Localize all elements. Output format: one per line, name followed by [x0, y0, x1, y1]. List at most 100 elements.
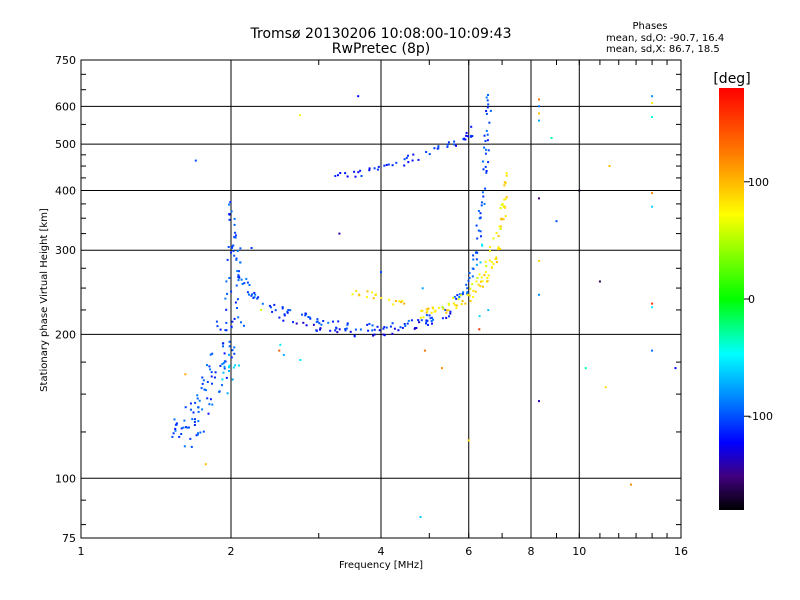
data-point [469, 300, 472, 302]
data-point [391, 332, 394, 335]
data-point [271, 310, 274, 313]
x-tick-label: 1 [78, 545, 85, 558]
data-point [251, 293, 254, 296]
data-point [204, 463, 207, 466]
data-point [366, 290, 369, 293]
data-point [214, 371, 217, 374]
data-point [485, 171, 488, 174]
data-point [485, 110, 488, 112]
data-point [455, 297, 458, 300]
grid-lines [81, 60, 681, 538]
data-point [475, 224, 478, 227]
data-point [236, 298, 239, 301]
data-point [447, 309, 450, 312]
data-point [538, 119, 540, 122]
data-point [200, 387, 203, 390]
data-point [213, 376, 216, 379]
data-point [282, 353, 285, 356]
data-point [651, 95, 654, 98]
data-point [240, 321, 242, 324]
data-point [484, 165, 487, 168]
data-point [184, 373, 187, 376]
data-point [445, 311, 448, 314]
data-point [189, 402, 192, 405]
data-point [441, 305, 444, 308]
data-point [483, 202, 486, 205]
data-point [392, 303, 395, 306]
data-point [278, 316, 281, 319]
data-point [332, 320, 334, 323]
data-point [417, 158, 420, 161]
y-tick-label: 200 [55, 328, 76, 341]
data-point [334, 329, 337, 332]
colorbar-label: [deg] [713, 71, 750, 87]
data-point [466, 287, 469, 290]
data-point [487, 94, 489, 96]
data-point [367, 329, 370, 332]
data-point [197, 410, 200, 413]
data-point [488, 121, 491, 124]
stats-line-x: mean, sd,X: 86.7, 18.5 [606, 44, 720, 55]
data-point [349, 330, 352, 333]
data-point [320, 323, 323, 326]
data-point [481, 244, 484, 247]
data-point [403, 323, 406, 325]
data-point [245, 277, 248, 280]
data-point [233, 236, 236, 239]
data-point [442, 308, 445, 311]
data-point [423, 349, 426, 352]
data-point [235, 258, 238, 261]
data-point [334, 175, 337, 177]
data-point [489, 249, 491, 252]
data-point [651, 101, 654, 104]
data-point [189, 437, 192, 440]
data-point [194, 418, 196, 421]
data-point [228, 218, 231, 221]
data-point [674, 367, 677, 370]
data-point [459, 294, 462, 297]
data-point [234, 364, 237, 367]
data-point [466, 292, 468, 295]
data-point [486, 99, 489, 102]
y-tick-label: 300 [55, 244, 76, 257]
data-point [224, 297, 227, 300]
data-point [486, 139, 489, 142]
colorbar-tick-label: 100 [748, 176, 769, 189]
data-point [421, 287, 424, 290]
data-point [178, 435, 181, 438]
data-point [538, 98, 540, 101]
data-point [231, 245, 234, 248]
data-point [487, 274, 490, 277]
data-point [304, 314, 307, 317]
data-point [446, 143, 449, 146]
data-point [465, 134, 468, 137]
data-point [174, 429, 177, 432]
data-point [357, 95, 360, 98]
data-point [335, 327, 338, 330]
data-point [474, 290, 477, 293]
data-point [194, 159, 197, 162]
data-point [209, 353, 212, 356]
data-point [401, 299, 404, 302]
x-tick-label: 8 [528, 545, 535, 558]
data-point [243, 282, 246, 285]
data-point [504, 215, 507, 218]
x-tick-label: 16 [674, 545, 688, 558]
data-point [185, 426, 187, 429]
data-point [302, 321, 305, 324]
data-point [484, 260, 487, 263]
data-point [308, 316, 311, 319]
data-point [457, 298, 460, 301]
data-point [228, 353, 230, 356]
data-point [248, 284, 251, 286]
data-point [483, 146, 486, 149]
data-point [268, 304, 271, 307]
data-point [499, 228, 502, 230]
data-point [478, 315, 481, 318]
data-point [479, 230, 482, 233]
data-point [391, 164, 394, 167]
data-point [608, 165, 611, 167]
data-point [466, 291, 469, 293]
data-point [231, 320, 234, 323]
stats-line-o: mean, sd,O: -90.7, 16.4 [606, 33, 724, 44]
